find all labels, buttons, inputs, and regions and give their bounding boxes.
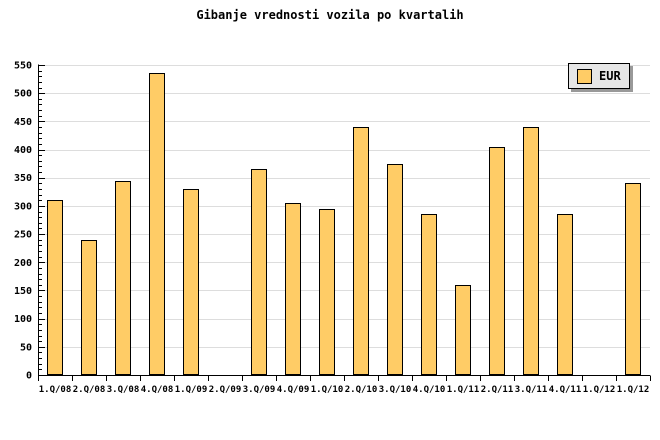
legend-eur-swatch-icon — [577, 68, 592, 84]
bar — [455, 285, 471, 375]
x-tick-label: 4.Q/09 — [277, 385, 310, 395]
bar — [251, 169, 267, 375]
chart-title: Gibanje vrednosti vozila po kvartalih — [196, 8, 464, 22]
bar — [183, 189, 199, 375]
y-tick-label: 550 — [14, 61, 32, 72]
y-tick-label: 400 — [14, 145, 32, 156]
x-tick-label: 1.Q/08 — [39, 385, 72, 395]
x-tick-label: 3.Q/09 — [243, 385, 276, 395]
x-tick-label: 1.Q/12 — [583, 385, 616, 395]
x-tick-label: 3.Q/10 — [379, 385, 412, 395]
x-tick-label: 1.Q/12 — [617, 385, 650, 395]
x-tick-label: 4.Q/08 — [141, 385, 174, 395]
y-tick-label: 150 — [14, 286, 32, 297]
x-tick-label: 1.Q/09 — [175, 385, 208, 395]
y-tick-label: 250 — [14, 230, 32, 241]
bar — [523, 127, 539, 375]
bar — [421, 214, 437, 375]
bar — [489, 147, 505, 375]
x-tick-label: 4.Q/11 — [549, 385, 582, 395]
y-tick-label: 500 — [14, 89, 32, 100]
bar — [81, 240, 97, 375]
x-tick-label: 2.Q/09 — [209, 385, 242, 395]
legend: EUR — [568, 63, 630, 89]
bar — [149, 73, 165, 375]
y-tick-label: 350 — [14, 173, 32, 184]
bar — [625, 183, 641, 375]
bar — [387, 164, 403, 375]
x-tick-label: 1.Q/10 — [311, 385, 344, 395]
y-tick-label: 50 — [20, 342, 32, 353]
bar — [47, 200, 63, 375]
x-tick-label: 3.Q/08 — [107, 385, 140, 395]
x-tick-label: 3.Q/11 — [515, 385, 548, 395]
y-tick-label: 450 — [14, 117, 32, 128]
y-tick-label: 0 — [26, 371, 32, 382]
bar — [353, 127, 369, 375]
bar — [285, 203, 301, 375]
legend-label: EUR — [599, 69, 621, 83]
x-tick-label: 1.Q/11 — [447, 385, 480, 395]
x-tick-label: 2.Q/11 — [481, 385, 514, 395]
x-tick-label: 4.Q/10 — [413, 385, 446, 395]
bar — [115, 181, 131, 375]
y-tick-label: 300 — [14, 201, 32, 212]
x-tick-label: 2.Q/10 — [345, 385, 378, 395]
y-tick-label: 100 — [14, 314, 32, 325]
bar — [319, 209, 335, 375]
bar — [557, 214, 573, 375]
y-tick-label: 200 — [14, 258, 32, 269]
x-tick-label: 2.Q/08 — [73, 385, 106, 395]
